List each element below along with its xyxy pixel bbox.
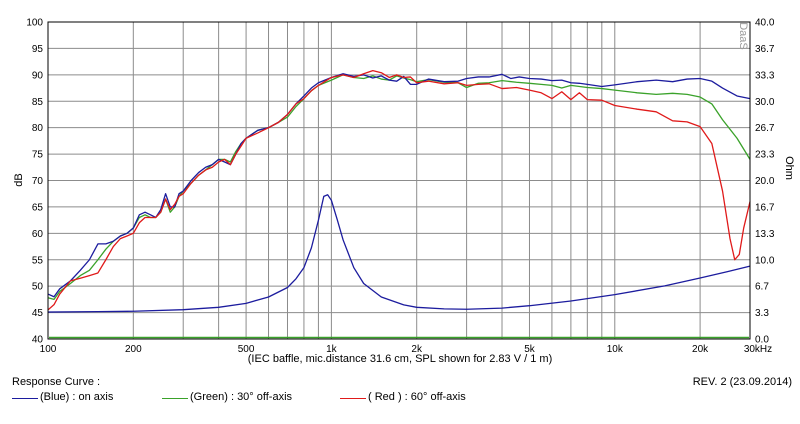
- y-left-tick-label: 40: [32, 335, 44, 346]
- x-tick-label: 200: [125, 344, 142, 355]
- y-left-tick-labels: 40 45 50 55 60 65 70 75 80 85 90 95 100: [26, 18, 43, 346]
- y-right-tick-label: 26.7: [755, 123, 775, 134]
- series-on-axis: [47, 73, 751, 298]
- watermark: DaaS: [737, 22, 749, 50]
- y-right-tick-label: 13.3: [755, 229, 775, 240]
- y-left-tick-label: 60: [32, 229, 44, 240]
- y-left-tick-label: 90: [32, 70, 44, 81]
- series-60-off-axis: [47, 69, 751, 311]
- y-left-tick-label: 95: [32, 44, 44, 55]
- legend-swatch-blue: [12, 398, 38, 399]
- y-right-tick-label: 16.7: [755, 202, 775, 213]
- legend-swatch-red: [340, 398, 366, 399]
- y-right-tick-label: 20.0: [755, 176, 775, 187]
- y-left-tick-label: 65: [32, 202, 44, 213]
- plot-frame: [47, 21, 751, 340]
- y-right-tick-label: 0.0: [755, 335, 769, 346]
- x-axis-caption: (IEC baffle, mic.distance 31.6 cm, SPL s…: [248, 353, 552, 365]
- x-tick-label: 10k: [607, 344, 624, 355]
- series-lines: [47, 69, 751, 339]
- y-left-tick-label: 80: [32, 123, 44, 134]
- y-right-tick-label: 10.0: [755, 255, 775, 266]
- legend-label-red: ( Red ) : 60° off-axis: [368, 391, 466, 403]
- y-right-tick-label: 6.7: [755, 282, 769, 293]
- legend-swatch-green: [162, 398, 188, 399]
- x-tick-label: 2k: [411, 344, 423, 355]
- y-right-tick-label: 33.3: [755, 70, 775, 81]
- y-right-tick-label: 23.3: [755, 150, 775, 161]
- y-left-tick-label: 55: [32, 255, 44, 266]
- y-left-tick-label: 75: [32, 150, 44, 161]
- y-left-tick-label: 45: [32, 308, 44, 319]
- x-tick-label: 20k: [692, 344, 709, 355]
- legend-label-blue: (Blue) : on axis: [40, 391, 114, 403]
- y-right-tick-label: 36.7: [755, 44, 775, 55]
- x-tick-labels: 100 200 500 1k 2k 5k 10k 20k 30kHz: [40, 344, 773, 355]
- x-tick-label: 5k: [524, 344, 536, 355]
- x-tick-label: 1k: [326, 344, 338, 355]
- y-right-tick-label: 3.3: [755, 308, 769, 319]
- y-right-tick-labels: 0.0 3.3 6.7 10.0 13.3 16.7 20.0 23.3 26.7 30.0 33.…: [755, 18, 775, 346]
- series-impedance: [47, 194, 751, 313]
- revision-label: REV. 2 (23.09.2014): [692, 376, 792, 388]
- x-tick-label: 100: [40, 344, 57, 355]
- x-tick-label: 500: [238, 344, 255, 355]
- y-left-tick-label: 70: [32, 176, 44, 187]
- y-right-tick-label: 30.0: [755, 97, 775, 108]
- y-right-axis-title: Ohm: [783, 156, 795, 180]
- x-tick-label: 30kHz: [744, 344, 772, 355]
- series-30-off-axis: [47, 74, 751, 301]
- y-right-tick-label: 40.0: [755, 18, 775, 29]
- y-left-tick-label: 50: [32, 282, 44, 293]
- legend-label-green: (Green) : 30° off-axis: [190, 391, 293, 403]
- y-left-tick-label: 85: [32, 97, 44, 108]
- grid: [47, 21, 751, 340]
- legend-title: Response Curve :: [12, 376, 101, 388]
- y-left-tick-label: 100: [26, 18, 43, 29]
- y-left-axis-title: dB: [13, 173, 25, 186]
